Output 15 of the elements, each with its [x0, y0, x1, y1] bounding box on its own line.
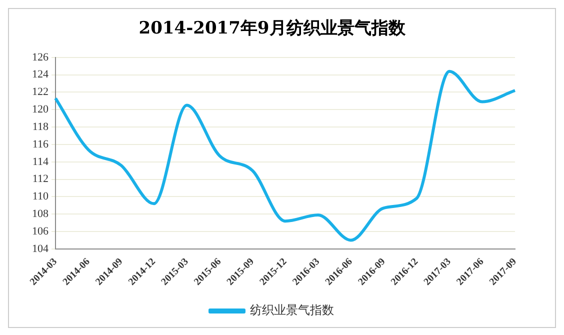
chart-title: 2014-2017年9月纺织业景气指数	[138, 18, 406, 39]
y-tick-label: 106	[32, 225, 49, 238]
legend-label: 纺织业景气指数	[250, 303, 334, 318]
y-tick-label: 122	[32, 86, 48, 98]
y-tick-label: 110	[32, 190, 49, 203]
y-tick-label: 108	[32, 208, 49, 220]
y-tick-label: 114	[32, 156, 49, 168]
y-tick-label: 126	[32, 51, 49, 64]
line-series	[54, 70, 516, 242]
y-tick-label: 118	[32, 120, 49, 133]
y-tick-label: 116	[32, 138, 49, 150]
y-tick-label: 112	[32, 173, 48, 186]
y-tick-label: 124	[32, 68, 49, 81]
y-tick-label: 120	[32, 104, 49, 116]
y-tick-label: 104	[32, 242, 49, 255]
